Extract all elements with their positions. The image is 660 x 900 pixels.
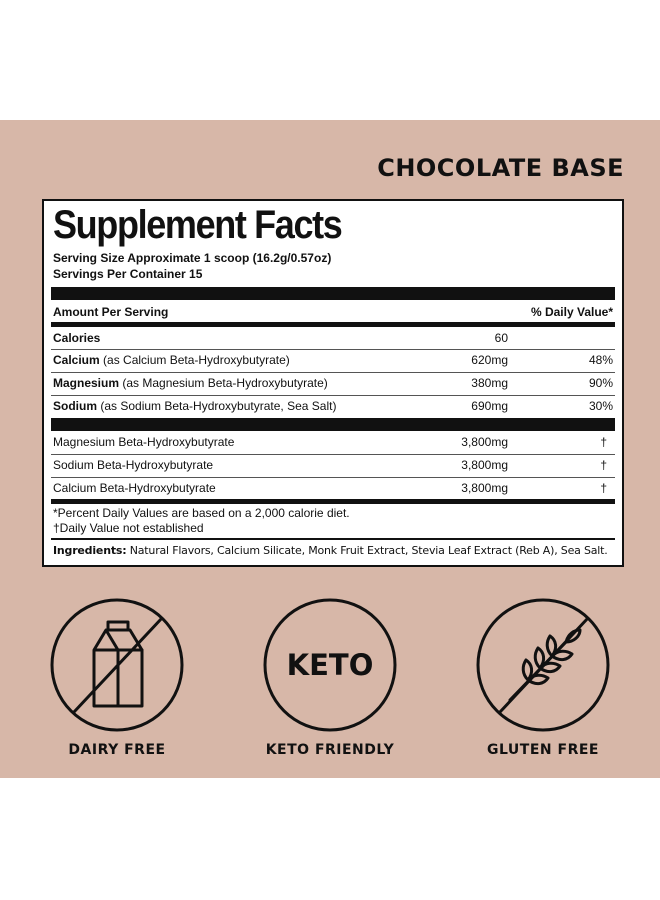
row-divider — [51, 349, 615, 350]
milk-carton-icon — [50, 598, 184, 732]
header-row: Amount Per Serving % Daily Value* — [53, 302, 613, 322]
ingredients-divider — [51, 538, 615, 540]
ingredient-name: Magnesium Beta-Hydroxybutyrate — [53, 435, 235, 449]
footnote-not-established: †Daily Value not established — [53, 521, 204, 535]
calories-amount: 60 — [494, 331, 508, 345]
keto-badge: KETO — [261, 596, 399, 734]
ingredient-row: Magnesium Beta-Hydroxybutyrate 3,800mg † — [53, 432, 613, 452]
thick-divider-top — [51, 287, 615, 300]
row-divider — [51, 395, 615, 396]
gluten-free-label: GLUTEN FREE — [487, 742, 599, 758]
nutrient-name: Magnesium (as Magnesium Beta-Hydroxybuty… — [53, 376, 328, 390]
nutrient-amount: 690mg — [471, 399, 508, 413]
ingredient-row: Calcium Beta-Hydroxybutyrate 3,800mg † — [53, 478, 613, 498]
ingredient-amount: 3,800mg — [461, 481, 508, 495]
row-divider — [51, 454, 615, 455]
ingredient-name: Sodium Beta-Hydroxybutyrate — [53, 458, 214, 472]
nutrient-amount: 620mg — [471, 353, 508, 367]
calories-label: Calories — [53, 331, 101, 345]
dairy-free-label: DAIRY FREE — [68, 742, 166, 758]
nutrient-amount: 380mg — [471, 376, 508, 390]
ingredients-line: Ingredients: Natural Flavors, Calcium Si… — [53, 544, 608, 557]
keto-icon: KETO — [263, 598, 397, 732]
supplement-facts-panel: Supplement Facts Serving Size Approximat… — [42, 199, 624, 567]
nutrient-dv: 90% — [588, 376, 613, 390]
gluten-free-badge — [474, 596, 612, 734]
ingredients-text: Natural Flavors, Calcium Silicate, Monk … — [126, 544, 608, 557]
ingredient-dv: † — [600, 481, 607, 495]
amount-per-serving-header: Amount Per Serving — [53, 305, 169, 319]
thick-divider-middle — [51, 418, 615, 431]
servings-per-container: Servings Per Container 15 — [53, 267, 203, 281]
ingredient-amount: 3,800mg — [461, 435, 508, 449]
facts-title: Supplement Facts — [53, 203, 343, 247]
row-divider — [51, 372, 615, 373]
nutrient-name: Sodium (as Sodium Beta-Hydroxybutyrate, … — [53, 399, 337, 413]
nutrient-dv: 30% — [588, 399, 613, 413]
thick-divider-bottom — [51, 499, 615, 504]
ingredient-name: Calcium Beta-Hydroxybutyrate — [53, 481, 216, 495]
ingredient-dv: † — [600, 458, 607, 472]
nutrient-row: Calcium (as Calcium Beta-Hydroxybutyrate… — [53, 350, 613, 370]
nutrient-name: Calcium (as Calcium Beta-Hydroxybutyrate… — [53, 353, 290, 367]
ingredient-row: Sodium Beta-Hydroxybutyrate 3,800mg † — [53, 455, 613, 475]
serving-size: Serving Size Approximate 1 scoop (16.2g/… — [53, 251, 332, 265]
daily-value-header: % Daily Value* — [530, 305, 613, 319]
medium-divider — [51, 322, 615, 327]
nutrient-row: Sodium (as Sodium Beta-Hydroxybutyrate, … — [53, 396, 613, 416]
keto-icon-text: KETO — [287, 648, 374, 682]
footnote-daily-values: *Percent Daily Values are based on a 2,0… — [53, 506, 350, 520]
row-divider — [51, 477, 615, 478]
keto-friendly-label: KETO FRIENDLY — [265, 742, 395, 758]
nutrient-row: Magnesium (as Magnesium Beta-Hydroxybuty… — [53, 373, 613, 393]
flavor-heading: CHOCOLATE BASE — [377, 154, 624, 182]
nutrient-dv: 48% — [588, 353, 613, 367]
dairy-free-badge — [48, 596, 186, 734]
ingredients-label: Ingredients: — [53, 544, 127, 557]
ingredient-dv: † — [600, 435, 607, 449]
wheat-icon — [476, 598, 610, 732]
ingredient-amount: 3,800mg — [461, 458, 508, 472]
calories-row: Calories 60 — [53, 328, 613, 348]
